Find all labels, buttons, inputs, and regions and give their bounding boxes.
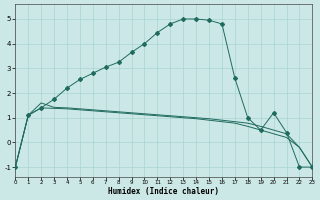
X-axis label: Humidex (Indice chaleur): Humidex (Indice chaleur) xyxy=(108,187,219,196)
